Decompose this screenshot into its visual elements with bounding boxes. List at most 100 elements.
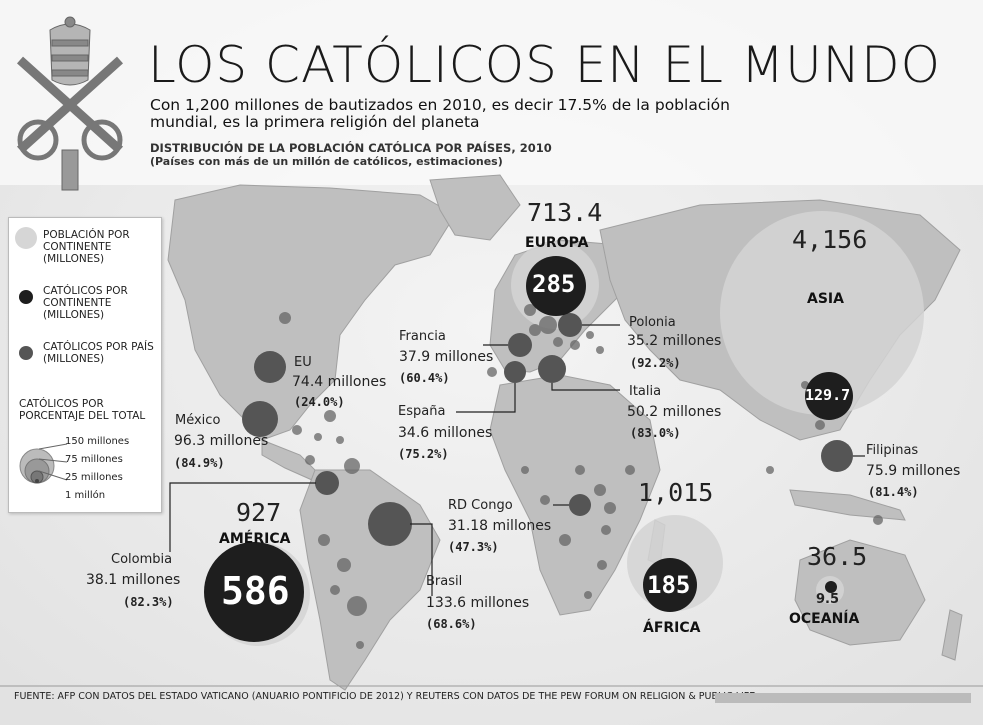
eu-name: EU [294, 355, 312, 370]
scale-label-25: 25 millones [65, 472, 123, 483]
oceania-catholics-circle [825, 581, 837, 593]
legend-item-country-catholics: CATÓLICOS POR PAÍS (MILLONES) [43, 341, 154, 365]
country-circle [594, 484, 606, 496]
country-circle [487, 367, 497, 377]
country-circle [356, 641, 364, 649]
country-circle [873, 515, 883, 525]
named-country-circles [242, 313, 853, 546]
map-caption-note: (Países con más de un millón de católico… [150, 155, 503, 168]
america-catholics-circle [204, 542, 304, 642]
country-circle [292, 425, 302, 435]
africa-catholics: 185 [647, 571, 691, 599]
brasil-value: 133.6 millones [426, 595, 530, 611]
vatican-coat-of-arms-icon [16, 16, 124, 191]
europa-population: 713.4 [527, 198, 603, 227]
colombia-pct: (82.3%) [123, 595, 174, 609]
polonia-pct: (92.2%) [630, 356, 681, 370]
mexico-name: México [175, 413, 221, 428]
legend-item-continent-catholics: CATÓLICOS POR CONTINENTE (MILLONES) [43, 285, 128, 321]
country-circle [596, 346, 604, 354]
colombia-leader [169, 482, 316, 552]
country-circle [559, 534, 571, 546]
europa-name: EUROPA [525, 235, 589, 251]
country-circle [570, 340, 580, 350]
indonesia-shape [789, 489, 906, 521]
brasil-circle [368, 502, 412, 546]
country-circle [324, 410, 336, 422]
espana-pct: (75.2%) [398, 447, 449, 461]
colombia-circle [315, 471, 339, 495]
colombia-name: Colombia [111, 552, 173, 567]
filipinas-value: 75.9 millones [866, 463, 961, 479]
america-name: AMÉRICA [219, 531, 291, 547]
map-caption: DISTRIBUCIÓN DE LA POBLACIÓN CATÓLICA PO… [150, 141, 552, 155]
australia-shape [794, 539, 926, 646]
africa-name: ÁFRICA [643, 620, 701, 636]
espana-value: 34.6 millones [398, 425, 493, 441]
continent-catholic-circles [204, 256, 853, 642]
rdcongo-pct: (47.3%) [448, 540, 499, 554]
asia-catholics: 129.7 [805, 386, 851, 404]
scale-label-150: 150 millones [65, 436, 130, 447]
page-title: LOS CATÓLICOS EN EL MUNDO [148, 36, 941, 94]
asia-population-circle [720, 211, 924, 415]
africa-catholics-circle [643, 558, 697, 612]
country-circle [597, 560, 607, 570]
footer-bar [715, 693, 971, 703]
country-circle [584, 591, 592, 599]
europa-catholics-circle [526, 256, 586, 316]
scale-label-1: 1 millón [65, 490, 106, 501]
america-catholics: 586 [221, 569, 290, 613]
espana-circle [504, 361, 526, 383]
country-circle [314, 433, 322, 441]
brasil-leader [410, 523, 433, 596]
country-circle [347, 596, 367, 616]
asia-catholics-circle [805, 372, 853, 420]
mexico-pct: (84.9%) [174, 456, 225, 470]
italia-circle [538, 355, 566, 383]
filipinas-circle [821, 440, 853, 472]
colombia-value: 38.1 millones [86, 572, 181, 588]
page-subtitle: Con 1,200 millones de bautizados en 2010… [150, 96, 730, 131]
north-america-shape [167, 184, 456, 441]
espana-leader [456, 383, 516, 413]
leader-lines [169, 324, 865, 596]
country-circle [575, 465, 585, 475]
header-background [0, 0, 983, 185]
country-circle [539, 316, 557, 334]
africa-population: 1,015 [638, 478, 714, 507]
country-catholics-legend-swatch [19, 346, 33, 360]
country-circle [553, 337, 563, 347]
eu-pct: (24.0%) [294, 395, 345, 409]
brasil-pct: (68.6%) [426, 617, 477, 631]
francia-name: Francia [399, 329, 446, 344]
country-circle [279, 312, 291, 324]
scale-circles-icon [19, 443, 68, 484]
francia-value: 37.9 millones [399, 349, 494, 365]
asia-name: ASIA [807, 291, 844, 307]
africa-shape [489, 374, 661, 616]
country-circle [815, 420, 825, 430]
rdcongo-value: 31.18 millones [448, 518, 552, 534]
asia-population: 4,156 [792, 225, 868, 254]
country-circle [586, 331, 594, 339]
italia-leader [551, 383, 620, 391]
country-circle [330, 585, 340, 595]
scale-label-75: 75 millones [65, 454, 123, 465]
country-circle [305, 455, 315, 465]
country-circle [625, 465, 635, 475]
francia-circle [508, 333, 532, 357]
country-circle [766, 466, 774, 474]
oceania-population: 36.5 [807, 542, 868, 571]
country-circle [529, 324, 541, 336]
oceania-name: OCEANÍA [789, 611, 860, 627]
legend-scale-title: CATÓLICOS POR PORCENTAJE DEL TOTAL [19, 398, 146, 422]
country-circle [318, 534, 330, 546]
country-circle [540, 495, 550, 505]
oceania-catholics: 9.5 [816, 592, 840, 607]
country-circle [337, 558, 351, 572]
filipinas-name: Filipinas [866, 443, 919, 458]
greenland-shape [429, 174, 521, 241]
population-legend-swatch [15, 227, 37, 249]
